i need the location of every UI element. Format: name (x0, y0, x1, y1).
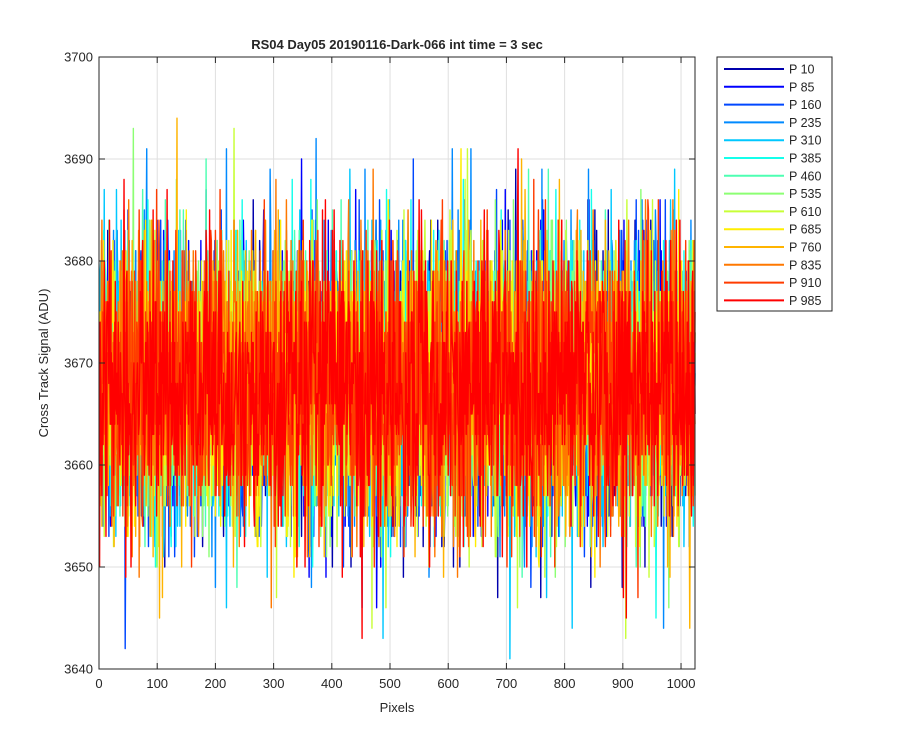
x-tick-label: 600 (437, 676, 459, 691)
x-tick-label: 100 (146, 676, 168, 691)
series-line-p985 (98, 148, 696, 640)
legend-entries: P 10 P 85 P 160 P 235 P 310 P 385 P 460 P 535 P … (724, 63, 821, 308)
legend-item[interactable]: P 610 (724, 205, 821, 219)
legend-label: P 10 (789, 63, 815, 77)
legend-label: P 160 (789, 98, 821, 112)
legend-item[interactable]: P 310 (724, 134, 821, 148)
legend-item[interactable]: P 910 (724, 276, 821, 290)
legend-item[interactable]: P 685 (724, 223, 821, 237)
legend-item[interactable]: P 10 (724, 63, 815, 77)
legend-item[interactable]: P 460 (724, 169, 821, 183)
legend[interactable]: P 10 P 85 P 160 P 235 P 310 P 385 P 460 P 535 P … (716, 56, 833, 312)
legend-item[interactable]: P 760 (724, 241, 821, 255)
legend-item[interactable]: P 985 (724, 294, 821, 308)
legend-label: P 85 (789, 80, 815, 94)
legend-label: P 460 (789, 169, 821, 183)
legend-item[interactable]: P 85 (724, 80, 815, 94)
legend-label: P 385 (789, 152, 821, 166)
tick-labels: 0 100 200 300 400 500 600 700 800 900 1000 3640 3650… (64, 50, 695, 692)
series-layer (98, 117, 696, 660)
legend-label: P 610 (789, 205, 821, 219)
legend-label: P 685 (789, 223, 821, 237)
legend-item[interactable]: P 535 (724, 187, 821, 201)
x-axis-label: Pixels (380, 700, 415, 715)
x-tick-label: 400 (321, 676, 343, 691)
legend-item[interactable]: P 235 (724, 116, 821, 130)
legend-box (716, 56, 833, 312)
legend-label: P 310 (789, 134, 821, 148)
legend-label: P 910 (789, 276, 821, 290)
legend-label: P 985 (789, 294, 821, 308)
x-tick-label: 700 (496, 676, 518, 691)
legend-label: P 235 (789, 116, 821, 130)
legend-item[interactable]: P 835 (724, 258, 821, 272)
y-tick-label: 3640 (64, 662, 93, 677)
plot-area (98, 56, 696, 670)
legend-item[interactable]: P 385 (724, 152, 821, 166)
chart-title: RS04 Day05 20190116-Dark-066 int time = … (251, 37, 543, 52)
legend-label: P 835 (789, 258, 821, 272)
x-tick-label: 300 (263, 676, 285, 691)
x-tick-label: 900 (612, 676, 634, 691)
y-tick-label: 3660 (64, 458, 93, 473)
legend-label: P 535 (789, 187, 821, 201)
y-tick-label: 3670 (64, 356, 93, 371)
series-line-p910 (98, 178, 696, 599)
y-tick-label: 3650 (64, 560, 93, 575)
y-tick-label: 3700 (64, 50, 93, 65)
tick-layer (98, 56, 695, 670)
x-tick-label: 200 (205, 676, 227, 691)
legend-label: P 760 (789, 241, 821, 255)
y-tick-label: 3680 (64, 254, 93, 269)
x-tick-label: 0 (95, 676, 102, 691)
y-tick-label: 3690 (64, 152, 93, 167)
x-tick-label: 1000 (667, 676, 696, 691)
x-tick-label: 800 (554, 676, 576, 691)
legend-item[interactable]: P 160 (724, 98, 821, 112)
y-axis-label: Cross Track Signal (ADU) (36, 289, 51, 438)
x-tick-label: 500 (379, 676, 401, 691)
